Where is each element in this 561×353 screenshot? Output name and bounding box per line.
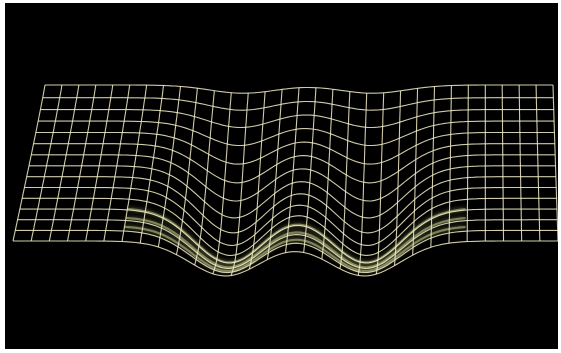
grid-column-line	[121, 85, 148, 242]
grid-lines-group	[12, 84, 558, 277]
grid-column-line	[66, 84, 97, 242]
grid-column-line	[430, 86, 436, 248]
grid-column-line	[552, 84, 558, 242]
grid-column-line	[393, 90, 402, 266]
grid-column-line	[339, 91, 351, 269]
grid-row-line	[29, 165, 556, 219]
grid-column-line	[12, 84, 46, 242]
grid-column-line	[48, 84, 80, 242]
grid-column-line	[321, 89, 334, 260]
wireframe-grid	[12, 84, 558, 277]
grid-column-line	[357, 93, 368, 276]
grid-column-line	[535, 85, 541, 241]
grid-column-line	[103, 84, 131, 242]
grid-column-line	[518, 84, 523, 242]
grid-column-line	[230, 93, 249, 276]
grid-column-line	[448, 85, 452, 244]
grid-row-line	[13, 240, 558, 277]
grid-column-line	[30, 84, 63, 242]
grid-column-line	[375, 92, 385, 275]
grid-column-line	[157, 86, 182, 248]
well-glow-line	[125, 216, 466, 269]
grid-column-line	[466, 85, 469, 242]
grid-column-line	[85, 84, 114, 242]
grid-column-line	[412, 88, 419, 256]
grid-column-line	[501, 85, 505, 241]
grid-column-line	[139, 85, 165, 244]
grid-column-line	[303, 87, 317, 253]
grid-column-line	[248, 91, 266, 270]
grid-column-line	[212, 92, 232, 275]
image-frame	[5, 3, 558, 349]
grid-column-line	[175, 88, 198, 255]
grid-column-line	[266, 89, 283, 260]
well-glow-line	[124, 225, 466, 273]
grid-column-line	[194, 90, 215, 266]
grid-column-line	[284, 87, 300, 253]
